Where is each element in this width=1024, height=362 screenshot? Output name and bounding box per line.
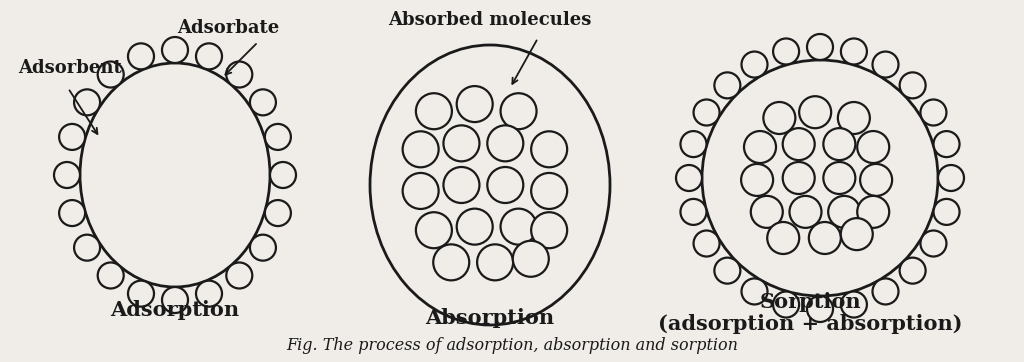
Circle shape [59, 200, 85, 226]
Circle shape [265, 124, 291, 150]
Circle shape [773, 38, 799, 64]
Circle shape [162, 287, 188, 313]
Circle shape [857, 196, 889, 228]
Circle shape [416, 93, 452, 129]
Circle shape [741, 164, 773, 196]
Circle shape [799, 96, 831, 128]
Circle shape [841, 291, 867, 317]
Circle shape [921, 100, 946, 126]
Circle shape [828, 196, 860, 228]
Circle shape [196, 43, 222, 70]
Circle shape [841, 218, 872, 250]
Circle shape [782, 128, 815, 160]
Circle shape [790, 196, 821, 228]
Circle shape [402, 131, 438, 167]
Circle shape [128, 281, 154, 307]
Circle shape [838, 102, 869, 134]
Circle shape [715, 72, 740, 98]
Circle shape [443, 167, 479, 203]
Circle shape [934, 199, 959, 225]
Circle shape [823, 162, 855, 194]
Circle shape [196, 281, 222, 307]
Text: Fig. The process of adsorption, absorption and sorption: Fig. The process of adsorption, absorpti… [286, 337, 738, 354]
Circle shape [741, 278, 768, 304]
Circle shape [162, 37, 188, 63]
Circle shape [74, 89, 100, 115]
Circle shape [872, 51, 898, 77]
Circle shape [676, 165, 702, 191]
Circle shape [741, 51, 768, 77]
Circle shape [501, 209, 537, 245]
Text: Adsorbent: Adsorbent [18, 59, 122, 77]
Circle shape [265, 200, 291, 226]
Circle shape [921, 231, 946, 257]
Circle shape [477, 244, 513, 280]
Circle shape [487, 125, 523, 161]
Circle shape [501, 93, 537, 129]
Circle shape [54, 162, 80, 188]
Circle shape [767, 222, 799, 254]
Circle shape [226, 262, 252, 289]
Circle shape [97, 262, 124, 289]
Circle shape [433, 244, 469, 280]
Circle shape [97, 62, 124, 88]
Circle shape [270, 162, 296, 188]
Circle shape [702, 60, 938, 296]
Circle shape [681, 131, 707, 157]
Circle shape [531, 212, 567, 248]
Circle shape [250, 235, 275, 261]
Circle shape [693, 231, 720, 257]
Circle shape [807, 296, 833, 322]
Circle shape [74, 235, 100, 261]
Circle shape [744, 131, 776, 163]
Circle shape [226, 62, 252, 88]
Circle shape [900, 72, 926, 98]
Circle shape [857, 131, 889, 163]
Circle shape [872, 278, 898, 304]
Circle shape [751, 196, 782, 228]
Circle shape [773, 291, 799, 317]
Circle shape [531, 173, 567, 209]
Circle shape [416, 212, 452, 248]
Circle shape [681, 199, 707, 225]
Circle shape [715, 258, 740, 284]
Circle shape [809, 222, 841, 254]
Circle shape [860, 164, 892, 196]
Text: Adsorbate: Adsorbate [177, 19, 280, 37]
Circle shape [128, 43, 154, 70]
Circle shape [841, 38, 867, 64]
Text: Absorbed molecules: Absorbed molecules [388, 11, 592, 29]
Circle shape [823, 128, 855, 160]
Circle shape [513, 241, 549, 277]
Circle shape [934, 131, 959, 157]
Text: (adsorption + absorption): (adsorption + absorption) [657, 314, 963, 334]
Circle shape [900, 258, 926, 284]
Circle shape [531, 131, 567, 167]
Circle shape [457, 209, 493, 245]
Circle shape [763, 102, 796, 134]
Ellipse shape [370, 45, 610, 325]
Text: Adsorption: Adsorption [111, 300, 240, 320]
Circle shape [402, 173, 438, 209]
Circle shape [59, 124, 85, 150]
Text: Absorption: Absorption [425, 308, 555, 328]
Circle shape [443, 125, 479, 161]
Ellipse shape [80, 63, 270, 287]
Circle shape [693, 100, 720, 126]
Text: Sorption: Sorption [759, 292, 861, 312]
Circle shape [782, 162, 815, 194]
Circle shape [457, 86, 493, 122]
Circle shape [938, 165, 964, 191]
Circle shape [250, 89, 275, 115]
Circle shape [487, 167, 523, 203]
Circle shape [807, 34, 833, 60]
